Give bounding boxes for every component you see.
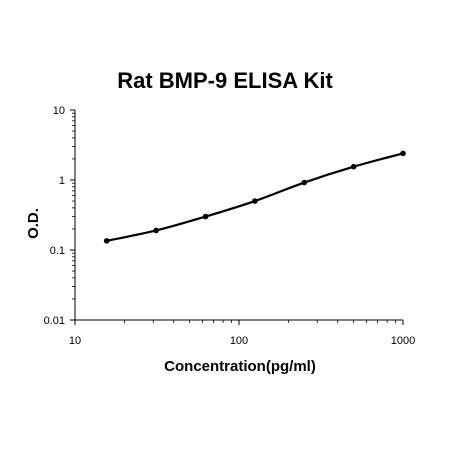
standard-curve-line [106,152,404,242]
y-tick-label: 0.01 [44,315,65,327]
data-point [350,163,357,170]
data-point [252,198,258,204]
data-point [202,213,209,220]
y-tick-label: 1 [59,175,65,187]
y-tick-label: 0.1 [50,245,65,257]
x-tick-label: 100 [230,335,248,347]
data-point [103,238,110,244]
y-tick-label: 10 [53,105,65,117]
data-point [301,179,308,186]
x-tick-label: 10 [69,335,81,347]
x-axis-label: Concentration(pg/ml) [164,358,316,375]
chart-title: Rat BMP-9 ELISA Kit [117,68,333,93]
x-tick-label: 1000 [391,335,415,347]
data-point [400,150,406,157]
data-point [153,227,159,234]
